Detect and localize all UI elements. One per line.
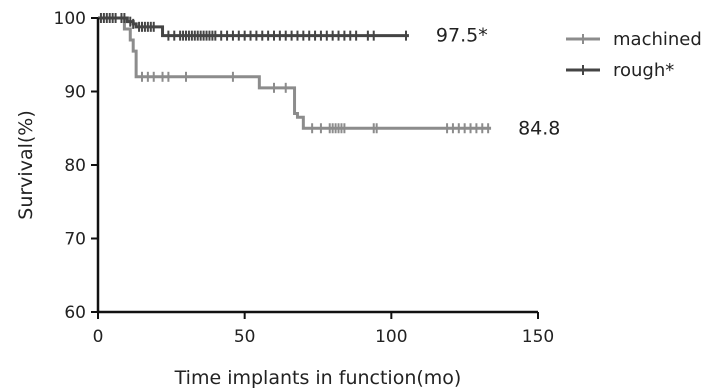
legend-label-rough: rough*: [613, 60, 674, 81]
y-tick-label: 80: [64, 156, 86, 176]
x-tick-label: 50: [234, 327, 256, 347]
legend-item-rough: rough*: [566, 60, 674, 81]
series-rough: 97.5*: [98, 13, 488, 47]
y-tick-label: 100: [54, 9, 86, 29]
x-tick-label: 100: [375, 327, 407, 347]
legend-item-machined: machined: [566, 29, 702, 50]
y-axis-title: Survival(%): [15, 110, 37, 219]
end-value-label-machined: 84.8: [518, 117, 560, 139]
y-tick-label: 70: [64, 230, 86, 250]
axes: 0 50 100 150 60 70 80 90 100: [54, 9, 555, 347]
y-tick-label: 90: [64, 83, 86, 103]
x-tick-label: 0: [93, 327, 104, 347]
end-value-label-rough: 97.5*: [436, 25, 488, 47]
survival-curve-rough: [98, 16, 409, 38]
y-tick-label: 60: [64, 303, 86, 323]
survival-curve-machined: [98, 16, 492, 130]
series-machined: 84.8: [98, 16, 560, 139]
x-tick-label: 150: [522, 327, 554, 347]
plot-area: 84.8 97.5*: [98, 13, 560, 139]
legend-label-machined: machined: [613, 29, 702, 50]
legend: machined rough*: [566, 29, 702, 81]
x-axis-title: Time implants in function(mo): [174, 367, 462, 389]
